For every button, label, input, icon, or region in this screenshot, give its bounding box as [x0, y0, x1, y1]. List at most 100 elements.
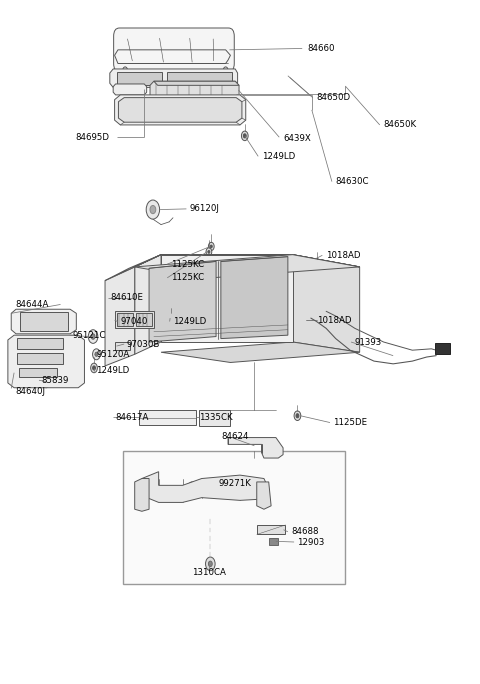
Bar	[19, 368, 57, 378]
Circle shape	[210, 245, 212, 248]
FancyBboxPatch shape	[114, 28, 234, 72]
Polygon shape	[105, 254, 161, 280]
Circle shape	[205, 557, 215, 570]
Circle shape	[206, 248, 212, 256]
Bar	[117, 72, 162, 86]
Circle shape	[93, 349, 100, 360]
Text: 84610E: 84610E	[111, 293, 144, 302]
Circle shape	[91, 363, 97, 373]
Text: 1125KC: 1125KC	[170, 260, 204, 269]
Bar	[17, 353, 63, 364]
Circle shape	[91, 334, 95, 339]
Bar	[140, 410, 196, 425]
Text: 95120A: 95120A	[96, 350, 130, 359]
Circle shape	[45, 380, 47, 383]
Bar	[167, 72, 232, 86]
Text: 1125DE: 1125DE	[333, 418, 368, 427]
Text: 1018AD: 1018AD	[326, 251, 360, 260]
Circle shape	[294, 411, 301, 421]
Text: 96120J: 96120J	[190, 205, 220, 213]
Polygon shape	[161, 342, 360, 363]
Bar	[117, 313, 133, 326]
Polygon shape	[115, 95, 246, 125]
Circle shape	[315, 261, 318, 265]
Text: 84624: 84624	[221, 432, 249, 440]
Circle shape	[167, 313, 174, 323]
Circle shape	[93, 366, 96, 370]
Text: 85839: 85839	[41, 376, 69, 384]
Polygon shape	[142, 472, 269, 503]
Circle shape	[44, 381, 48, 388]
Text: 1249LD: 1249LD	[262, 152, 295, 161]
Polygon shape	[228, 438, 283, 458]
Circle shape	[210, 257, 212, 260]
Circle shape	[190, 486, 194, 492]
Circle shape	[241, 131, 248, 141]
Circle shape	[44, 378, 48, 385]
Bar	[269, 538, 278, 544]
Text: 1249LD: 1249LD	[173, 317, 206, 326]
Bar	[435, 343, 450, 354]
Circle shape	[252, 488, 256, 494]
Text: 1310CA: 1310CA	[192, 568, 226, 577]
Text: 1018AD: 1018AD	[317, 315, 351, 325]
Text: 97030B: 97030B	[127, 339, 160, 349]
Bar	[257, 525, 286, 534]
Polygon shape	[11, 309, 76, 334]
Polygon shape	[135, 254, 360, 267]
Text: 6439X: 6439X	[283, 134, 311, 143]
Circle shape	[223, 67, 228, 74]
Polygon shape	[154, 81, 239, 86]
Bar	[17, 338, 63, 349]
Circle shape	[295, 258, 300, 266]
Text: 97040: 97040	[120, 317, 148, 326]
Text: 84617A: 84617A	[116, 412, 149, 421]
Circle shape	[243, 134, 246, 138]
Bar	[20, 312, 68, 331]
Circle shape	[95, 352, 98, 356]
Polygon shape	[110, 69, 238, 88]
Polygon shape	[293, 254, 360, 352]
Circle shape	[124, 343, 129, 350]
Circle shape	[88, 330, 98, 343]
Text: 12903: 12903	[298, 538, 325, 547]
Polygon shape	[149, 261, 216, 342]
Text: 84640J: 84640J	[15, 386, 45, 395]
Circle shape	[208, 561, 212, 566]
Polygon shape	[150, 81, 239, 99]
Text: 1125KC: 1125KC	[170, 274, 204, 282]
Text: 1335CK: 1335CK	[199, 412, 233, 421]
Bar	[199, 410, 230, 426]
Circle shape	[313, 259, 320, 268]
Circle shape	[208, 250, 210, 253]
Circle shape	[123, 67, 128, 74]
Polygon shape	[115, 342, 130, 350]
Polygon shape	[221, 256, 288, 339]
Circle shape	[296, 414, 299, 418]
Polygon shape	[257, 482, 271, 510]
Circle shape	[297, 261, 299, 263]
Text: 91393: 91393	[355, 337, 382, 347]
Circle shape	[146, 200, 159, 219]
Circle shape	[187, 482, 197, 496]
Polygon shape	[135, 254, 161, 354]
Circle shape	[305, 318, 308, 322]
Text: 95121C: 95121C	[72, 330, 106, 340]
Circle shape	[208, 242, 214, 250]
Polygon shape	[105, 267, 135, 366]
Polygon shape	[8, 335, 84, 388]
Circle shape	[142, 482, 152, 496]
Text: 84644A: 84644A	[15, 300, 48, 309]
Polygon shape	[115, 50, 230, 64]
Text: 84695D: 84695D	[75, 133, 109, 142]
Bar	[123, 451, 345, 584]
Polygon shape	[119, 98, 242, 122]
Circle shape	[145, 486, 149, 492]
Circle shape	[208, 254, 214, 263]
Text: 84688: 84688	[292, 527, 319, 536]
Text: 84650D: 84650D	[317, 93, 351, 102]
Bar	[136, 313, 152, 326]
Polygon shape	[113, 84, 147, 95]
Text: 84650K: 84650K	[384, 120, 417, 129]
Polygon shape	[161, 254, 293, 342]
